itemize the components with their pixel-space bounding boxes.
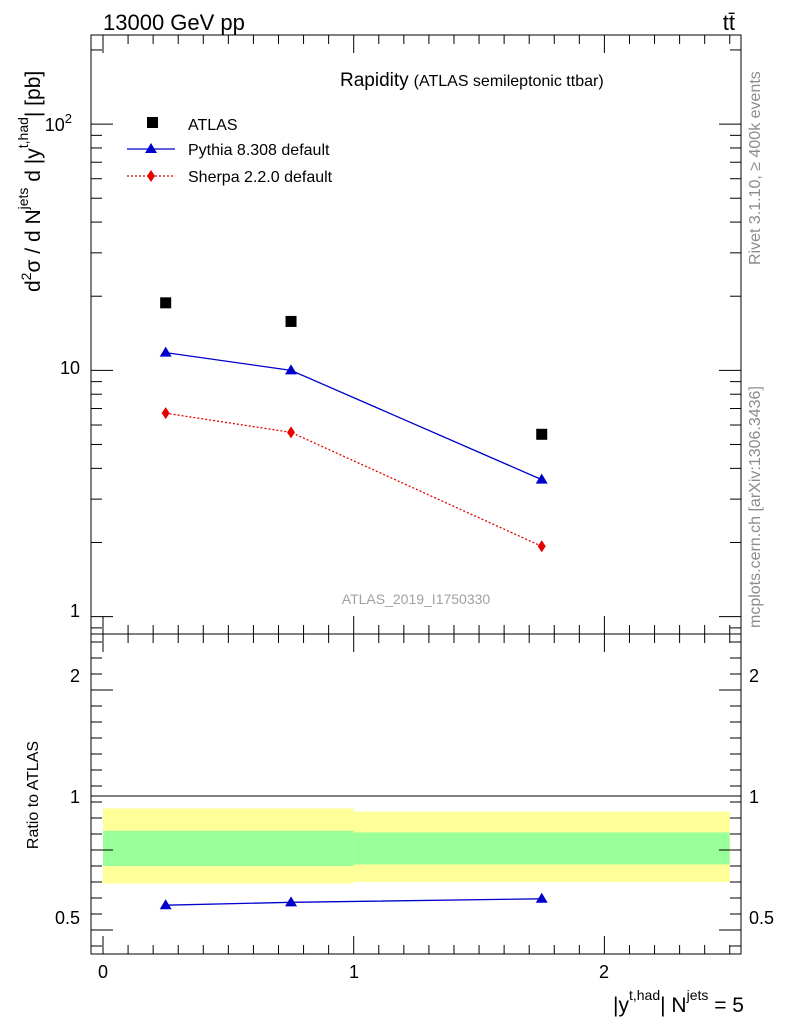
main-axis-ticks: [91, 35, 741, 634]
ratio-axis-ticks: [91, 634, 741, 954]
data-point-pythia: [159, 346, 172, 357]
data-point-atlas: [285, 315, 297, 327]
ratio-panel: 2 1 0.5 2 1 0.5 Ratio to ATLAS 0 1 2 |yt…: [25, 633, 774, 1017]
x-tick-label-2: 2: [599, 962, 609, 982]
ratio-point-pythia: [535, 892, 548, 903]
ratio-markers: [159, 892, 548, 910]
y-tick-label-100: 102: [45, 111, 72, 135]
ratio-tick-label-2-right: 2: [749, 666, 759, 686]
y-tick-label-10: 10: [60, 358, 80, 378]
data-point-sherpa: [161, 407, 170, 420]
ratio-series-lines: [165, 898, 542, 906]
y-tick-label-1: 1: [70, 601, 80, 621]
energy-label: 13000 GeV pp: [103, 10, 245, 35]
ratio-point-pythia: [285, 896, 298, 907]
green-band: [353, 832, 730, 865]
legend-sherpa-label: Sherpa 2.2.0 default: [188, 169, 333, 186]
legend-sherpa-marker: [147, 170, 155, 182]
main-markers: [159, 297, 548, 553]
legend-atlas-label: ATLAS: [188, 117, 238, 134]
chart-title: Rapidity (ATLAS semileptonic ttbar): [340, 70, 604, 91]
ratio-y-axis-label: Ratio to ATLAS: [25, 741, 42, 849]
ratio-tick-label-2-left: 2: [70, 666, 80, 686]
data-point-atlas: [160, 297, 172, 309]
ratio-point-pythia: [159, 899, 172, 910]
data-point-pythia: [285, 364, 298, 375]
x-tick-label-0: 0: [98, 962, 108, 982]
ratio-tick-label-05-right: 0.5: [749, 908, 774, 928]
data-point-pythia: [535, 473, 548, 484]
ratio-frame: [90, 633, 742, 955]
legend: ATLAS Pythia 8.308 default Sherpa 2.2.0 …: [127, 117, 333, 186]
analysis-watermark: ATLAS_2019_I1750330: [342, 591, 491, 607]
y-axis-label: d2σ / d Njets d |yt,had| [pb]: [15, 71, 45, 292]
series-line: [165, 412, 542, 547]
process-label: tt̄: [723, 10, 735, 35]
ratio-tick-label-1-left: 1: [70, 787, 80, 807]
main-panel: Rapidity (ATLAS semileptonic ttbar) ATLAS…: [15, 34, 742, 635]
legend-pythia-label: Pythia 8.308 default: [188, 142, 330, 159]
main-series-lines: [165, 352, 542, 547]
ratio-tick-label-05-left: 0.5: [55, 908, 80, 928]
ratio-uncertainty-bands: [103, 808, 730, 884]
source-label: mcplots.cern.ch [arXiv:1306.3436]: [747, 386, 764, 628]
data-point-atlas: [536, 428, 548, 440]
x-tick-label-1: 1: [349, 962, 359, 982]
ratio-series-line: [165, 898, 542, 906]
series-line: [165, 352, 542, 481]
green-band: [103, 830, 354, 866]
x-axis-label: |yt,had| Njets = 5: [613, 987, 744, 1017]
legend-atlas-marker: [147, 117, 158, 128]
legend-pythia-marker: [145, 143, 157, 153]
rivet-label: Rivet 3.1.10, ≥ 400k events: [747, 71, 764, 265]
data-point-sherpa: [537, 540, 546, 553]
data-point-sherpa: [287, 426, 296, 439]
ratio-tick-label-1-right: 1: [749, 787, 759, 807]
